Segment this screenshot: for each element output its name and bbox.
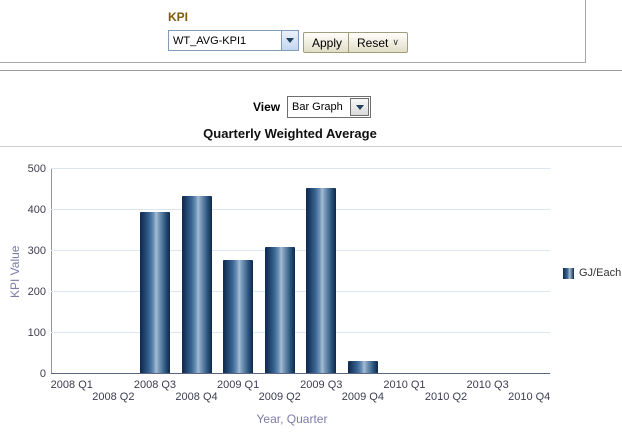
kpi-dropdown-button[interactable] xyxy=(281,31,298,50)
bar-2009-q1[interactable] xyxy=(223,260,254,373)
x-tick-label: 2010 Q1 xyxy=(383,379,426,391)
x-tick-label: 2008 Q2 xyxy=(92,391,135,403)
x-axis-title: Year, Quarter xyxy=(256,412,328,426)
gridline xyxy=(51,250,550,251)
bar-2008-q4[interactable] xyxy=(181,195,212,373)
gridline xyxy=(51,291,550,292)
kpi-dropdown-value: WT_AVG-KPI1 xyxy=(173,34,247,47)
y-tick-label: 0 xyxy=(39,368,46,380)
plot-area xyxy=(51,168,550,374)
chart-title: Quarterly Weighted Average xyxy=(203,126,377,141)
y-tick-label: 200 xyxy=(27,286,46,298)
x-tick-label: 2008 Q3 xyxy=(133,379,177,391)
bar-2009-q3[interactable] xyxy=(306,187,337,373)
x-tick-label: 2009 Q2 xyxy=(258,391,301,403)
x-tick-label: 2010 Q2 xyxy=(424,391,468,403)
legend: GJ/Each xyxy=(563,267,621,279)
view-dropdown-button[interactable] xyxy=(350,98,369,116)
x-tick-label: 2009 Q4 xyxy=(341,391,384,403)
x-axis-line xyxy=(51,373,550,374)
view-dropdown-value: Bar Graph xyxy=(292,101,343,113)
y-axis-ticks: 0 100 200 300 400 500 xyxy=(0,163,46,380)
chevron-down-icon xyxy=(355,104,364,110)
bar-2009-q2[interactable] xyxy=(264,246,295,373)
x-tick-label: 2008 Q1 xyxy=(50,379,93,391)
y-tick-label: 300 xyxy=(27,245,46,257)
legend-label: GJ/Each xyxy=(579,267,622,279)
chevron-down-icon: ∨ xyxy=(392,37,399,47)
kpi-dropdown[interactable]: WT_AVG-KPI1 xyxy=(168,30,299,51)
chevron-down-icon xyxy=(286,38,294,43)
chart-area: KPI Value 0 100 200 300 400 500 2008 Q1 2008 Q… xyxy=(0,146,622,436)
bar-2008-q3[interactable] xyxy=(139,211,170,373)
legend-swatch xyxy=(563,267,574,279)
apply-button[interactable]: Apply xyxy=(303,32,352,53)
view-label: View xyxy=(253,100,281,114)
section-divider xyxy=(0,70,622,71)
x-tick-label: 2010 Q3 xyxy=(466,379,509,391)
view-dropdown[interactable]: Bar Graph xyxy=(287,96,371,118)
y-tick-label: 100 xyxy=(27,327,46,339)
reset-button-label: Reset xyxy=(357,35,389,50)
gridline xyxy=(51,168,550,169)
x-tick-label: 2009 Q1 xyxy=(217,379,260,391)
x-tick-label: 2008 Q4 xyxy=(175,391,218,403)
kpi-form-panel: KPI WT_AVG-KPI1 Apply Reset ∨ xyxy=(0,0,586,63)
y-tick-label: 500 xyxy=(27,163,46,175)
kpi-label: KPI xyxy=(168,10,189,24)
x-tick-label: 2009 Q3 xyxy=(300,379,343,391)
gridline xyxy=(51,209,550,210)
y-tick-label: 400 xyxy=(27,204,46,216)
gridline xyxy=(51,332,550,333)
bar-2009-q4[interactable] xyxy=(347,360,378,373)
x-tick-label: 2010 Q4 xyxy=(508,391,551,403)
y-axis-line xyxy=(51,169,52,374)
reset-button[interactable]: Reset ∨ xyxy=(348,32,408,53)
